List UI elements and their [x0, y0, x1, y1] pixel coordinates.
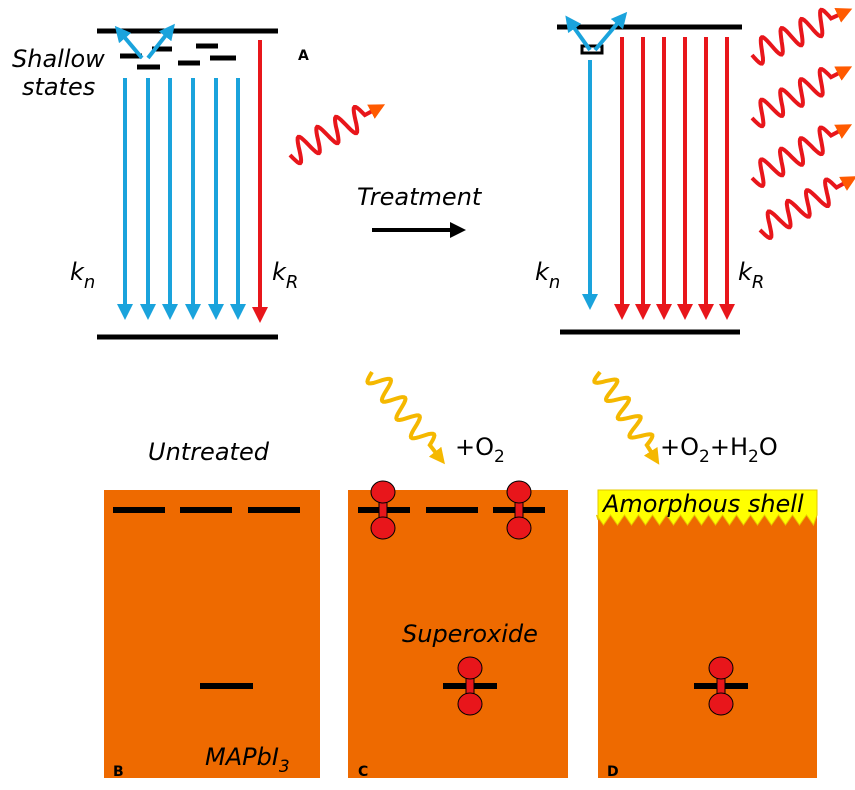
panel-label: B	[113, 764, 124, 780]
panel-label: C	[358, 764, 368, 780]
condition-subscript: 2	[494, 447, 505, 467]
panel-b	[104, 490, 320, 778]
shell-label: Amorphous shell	[601, 490, 804, 518]
oxygen	[507, 517, 531, 539]
panel-d	[598, 490, 817, 778]
photon	[752, 69, 845, 126]
condition-label: +O2	[455, 433, 505, 467]
oxygen	[371, 517, 395, 539]
condition-label: +O2+H2O	[660, 433, 778, 467]
untreated-label: Untreated	[148, 438, 270, 466]
condition-text: O	[759, 433, 778, 461]
photon	[760, 180, 850, 238]
condition-text: +H	[710, 433, 748, 461]
photon	[367, 372, 440, 458]
panel-label: D	[607, 764, 619, 780]
oxygen	[458, 693, 482, 715]
photon	[752, 10, 845, 64]
condition-subscript: 2	[748, 447, 759, 467]
condition-text: +O	[455, 433, 494, 461]
photon	[290, 107, 378, 163]
shallow-label: Shallow	[12, 45, 105, 73]
oxygen	[507, 481, 531, 503]
shallow-levels	[120, 46, 236, 67]
oxygen	[371, 481, 395, 503]
condition-subscript: 2	[699, 447, 710, 467]
shallow-label: states	[22, 73, 95, 101]
arrow	[148, 30, 170, 58]
superoxide-label: Superoxide	[402, 620, 538, 648]
photon	[594, 372, 655, 458]
rate-label: kR	[272, 258, 298, 293]
oxygen	[709, 657, 733, 679]
oxygen	[709, 693, 733, 715]
arrow	[595, 18, 622, 50]
rate-label: kR	[738, 258, 764, 293]
photon	[752, 128, 845, 186]
figure: Shallow states A Treatment kn kR kn kR U…	[0, 0, 855, 790]
rate-label: kn	[70, 258, 95, 293]
treatment-label: Treatment	[357, 183, 483, 211]
rate-label: kn	[535, 258, 560, 293]
condition-text: +O	[660, 433, 699, 461]
panel-label: A	[298, 48, 309, 64]
oxygen	[458, 657, 482, 679]
